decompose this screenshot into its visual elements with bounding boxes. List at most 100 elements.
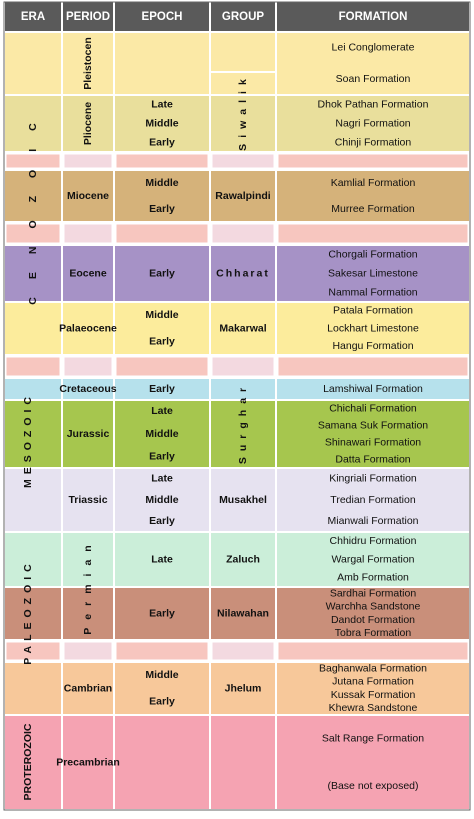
period: Triassic [68,494,107,506]
group: Surghar [237,382,249,464]
epoch: Early [149,383,175,395]
formation: Dhok Pathan Formation [318,98,429,110]
formation: Kamlial Formation [331,177,416,189]
formation: Patala Formation [333,305,413,317]
epoch: Early [149,203,175,215]
gap-cell [5,153,61,169]
epoch: Middle [145,428,178,440]
group: Jhelum [225,682,262,694]
formation: Khewra Sandstone [329,702,418,714]
header-cell: PERIOD [66,11,110,23]
row-bg [4,468,470,532]
row-bg [4,170,470,222]
group: Makarwal [219,322,266,334]
formation: Chinji Formation [335,136,412,148]
formation: Nagri Formation [335,117,410,129]
epoch: Early [149,336,175,348]
gap-cell [5,641,61,661]
gap-cell [63,641,113,661]
formation: Chorgali Formation [328,248,417,260]
group: Chharat [216,267,270,279]
formation: Lockhart Limestone [327,322,419,334]
row-bg [4,532,470,587]
era: CENOZOIC [27,105,39,304]
gap-cell [63,153,113,169]
formation: Warchha Sandstone [326,601,421,613]
era: PROTEROZOIC [22,723,34,800]
formation: Salt Range Formation [322,733,424,745]
formation: Soan Formation [336,73,411,85]
epoch: Middle [145,177,178,189]
row-bg [4,587,470,640]
gap-cell [277,641,469,661]
group: Siwalik [237,73,249,151]
epoch: Late [151,472,173,484]
row-bg [4,715,470,810]
gap-cell [277,356,469,377]
formation: Lei Conglomerate [332,42,415,54]
formation: Hangu Formation [332,340,413,352]
header-cell: ERA [21,11,45,23]
formation: Shinawari Formation [325,436,421,448]
era: PALEOZOIC [22,559,34,664]
gap-cell [5,223,61,244]
header-cell: FORMATION [339,11,408,23]
header-bg [4,2,470,32]
epoch: Middle [145,494,178,506]
gap-cell [63,223,113,244]
formation: Sakesar Limestone [328,267,418,279]
formation: Baghanwala Formation [319,662,427,674]
formation: Sardhai Formation [330,587,417,599]
epoch: Late [151,98,173,110]
row-bg [4,302,470,355]
era: MESOZOIC [22,392,34,488]
epoch: Early [149,607,175,619]
formation: Amb Formation [337,572,409,584]
epoch: Early [149,267,175,279]
formation: Murree Formation [331,203,415,215]
formation: Dandot Formation [331,614,415,626]
group: Zaluch [226,553,260,565]
gap-cell [277,153,469,169]
formation: Kussak Formation [331,689,416,701]
formation: Mianwali Formation [327,515,418,527]
formation: (Base not exposed) [327,780,418,792]
gap-cell [211,223,275,244]
epoch: Middle [145,117,178,129]
period: Permian [82,537,94,634]
period: Jurassic [67,428,110,440]
row-bg [4,378,470,400]
formation: Lamshiwal Formation [323,383,423,395]
formation: Kingriali Formation [329,472,417,484]
gap-cell [115,153,209,169]
formation: Datta Formation [335,453,410,465]
gap-cell [211,153,275,169]
epoch: Early [149,136,175,148]
formation: Nammal Formation [328,286,417,298]
formation: Wargal Formation [331,553,414,565]
period: Cambrian [64,682,112,694]
formation: Samana Suk Formation [318,419,428,431]
gap-cell [115,356,209,377]
formation: Jutana Formation [332,676,414,688]
formation: Tredian Formation [330,494,416,506]
row-bg [4,400,470,468]
gap-cell [115,641,209,661]
formation: Chichali Formation [329,402,417,414]
row-bg [4,95,470,152]
gap-cell [211,641,275,661]
period: Precambrian [56,756,120,768]
period: Cretaceous [59,383,116,395]
gap-cell [211,356,275,377]
period: Pleistocen [82,37,94,90]
epoch: Early [149,450,175,462]
gap-cell [277,223,469,244]
header-cell: GROUP [222,11,265,23]
epoch: Early [149,696,175,708]
epoch: Middle [145,309,178,321]
row-bg [4,662,470,715]
period: Pliocene [82,102,94,145]
gap-cell [5,356,61,377]
group: Nilawahan [217,607,269,619]
